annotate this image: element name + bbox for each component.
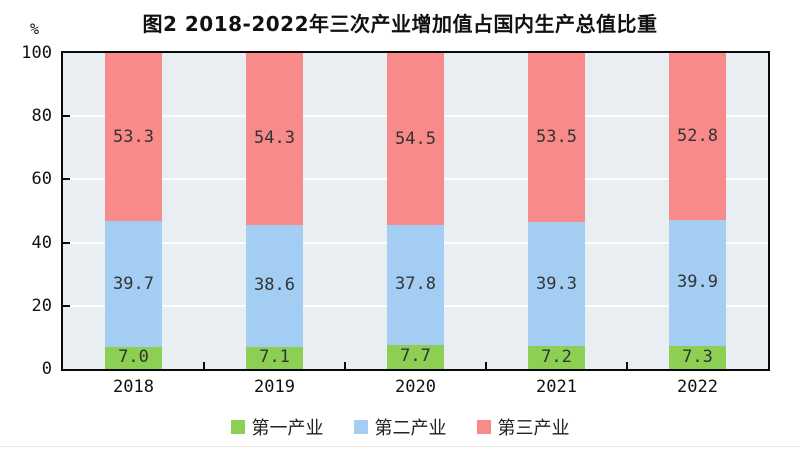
bar-value-label: 39.7 [113, 273, 154, 294]
y-axis-tick [63, 304, 70, 307]
y-axis-unit-label: % [30, 20, 40, 38]
bar-segment-2020-s2: 54.5 [387, 53, 444, 226]
y-axis-tick-label: 20 [31, 295, 52, 316]
plot-area: 53.3 39.7 7.0 54.3 38.6 7.1 54.5 37.8 7.7 53.5 39.… [61, 51, 770, 371]
x-axis-tick [485, 362, 487, 369]
bar-segment-2018-s2: 53.3 [105, 53, 162, 222]
x-axis-tick [626, 362, 628, 369]
bar-segment-2022-s2: 52.8 [669, 53, 726, 220]
legend-label: 第三产业 [497, 418, 570, 439]
x-axis-tick [344, 362, 346, 369]
bar-2021: 53.5 39.3 7.2 [528, 53, 585, 369]
x-axis-label-2018: 2018 [113, 377, 154, 397]
bar-segment-2019-s1: 38.6 [246, 224, 303, 347]
legend-item-s2: 第三产业 [476, 414, 570, 440]
legend: 第一产业 第二产业 第三产业 [0, 414, 800, 440]
bar-2019: 54.3 38.6 7.1 [246, 53, 303, 369]
bar-segment-2019-s0: 7.1 [246, 346, 303, 369]
bar-segment-2020-s0: 7.7 [387, 344, 444, 369]
bar-value-label: 7.2 [541, 347, 572, 368]
bar-value-label: 7.3 [682, 346, 713, 367]
bar-value-label: 7.7 [400, 346, 431, 367]
bar-value-label: 7.0 [118, 347, 149, 368]
bar-segment-2022-s0: 7.3 [669, 345, 726, 369]
legend-swatch-icon [476, 420, 491, 434]
legend-swatch-icon [230, 420, 245, 434]
bar-segment-2018-s1: 39.7 [105, 221, 162, 347]
bar-segment-2018-s0: 7.0 [105, 346, 162, 369]
y-axis-tick-label: 100 [21, 43, 52, 63]
bar-2020: 54.5 37.8 7.7 [387, 53, 444, 369]
bar-value-label: 52.8 [677, 125, 718, 146]
y-axis-tick [63, 178, 70, 181]
y-axis-tick [63, 115, 70, 118]
bar-segment-2021-s2: 53.5 [528, 53, 585, 223]
bar-value-label: 39.3 [536, 273, 577, 294]
bar-value-label: 39.9 [677, 272, 718, 293]
bar-segment-2022-s1: 39.9 [669, 219, 726, 346]
y-axis-tick [63, 241, 70, 244]
y-axis-tick-label: 60 [31, 169, 52, 190]
bar-2022: 52.8 39.9 7.3 [669, 53, 726, 369]
bar-segment-2021-s1: 39.3 [528, 222, 585, 347]
y-axis-tick-label: 40 [31, 232, 52, 253]
x-axis-label-2020: 2020 [395, 377, 436, 397]
legend-item-s1: 第二产业 [353, 414, 447, 440]
y-axis-tick-label: 80 [31, 106, 52, 127]
legend-label: 第二产业 [374, 418, 447, 439]
bottom-divider [0, 446, 800, 447]
bar-2018: 53.3 39.7 7.0 [105, 53, 162, 369]
bar-segment-2020-s1: 37.8 [387, 225, 444, 345]
bar-value-label: 53.5 [536, 127, 577, 148]
bar-value-label: 37.8 [395, 274, 436, 295]
bar-segment-2021-s0: 7.2 [528, 346, 585, 369]
x-axis-label-2019: 2019 [254, 377, 295, 397]
bar-value-label: 54.3 [254, 128, 295, 149]
legend-label: 第一产业 [251, 418, 324, 439]
chart-title: 图2 2018-2022年三次产业增加值占国内生产总值比重 [142, 12, 658, 36]
legend-swatch-icon [353, 420, 368, 434]
x-axis-label-2022: 2022 [677, 377, 718, 397]
x-axis-label-2021: 2021 [536, 377, 577, 397]
bar-value-label: 38.6 [254, 275, 295, 296]
bar-segment-2019-s2: 54.3 [246, 53, 303, 225]
y-axis-tick-label: 0 [41, 359, 52, 379]
bar-value-label: 53.3 [113, 126, 154, 147]
bar-value-label: 7.1 [259, 347, 290, 368]
x-axis-tick [203, 362, 205, 369]
bar-value-label: 54.5 [395, 128, 436, 149]
legend-item-s0: 第一产业 [230, 414, 324, 440]
